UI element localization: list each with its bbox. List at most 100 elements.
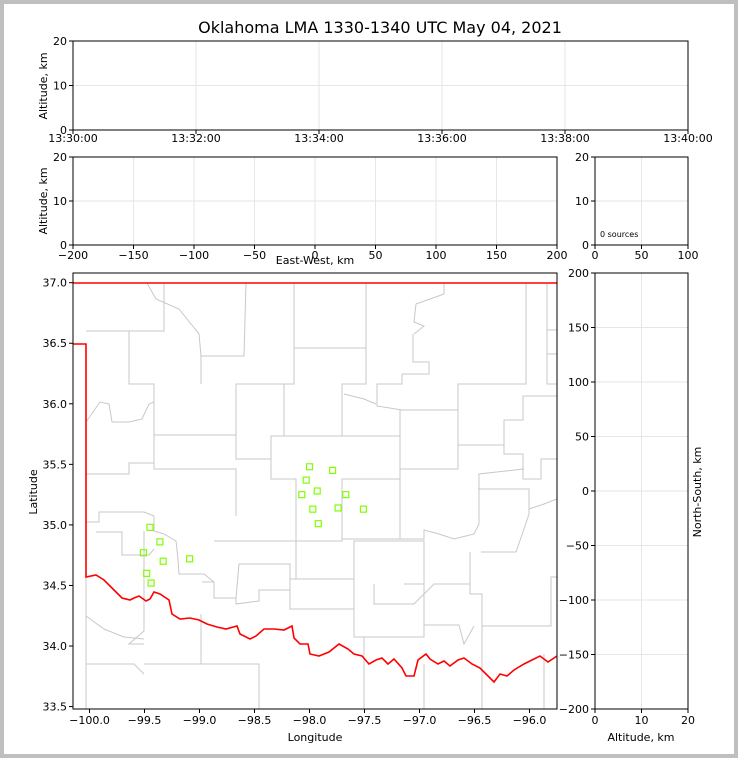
plan-view-frame (72, 272, 558, 710)
figure-canvas: Oklahoma LMA 1330-1340 UTC May 04, 2021 … (4, 4, 734, 754)
station-marker (309, 505, 317, 513)
station-marker (298, 491, 306, 499)
north-south-tick-label: 100 (568, 376, 589, 389)
histogram-panel: 0 50 100 0 10 20 0 sources (575, 151, 699, 262)
station-marker (313, 487, 321, 495)
histogram-tick-label: 0 (592, 249, 599, 262)
time-altitude-panel: 13:30:00 13:32:00 13:34:00 13:36:00 13:38:00… (37, 35, 713, 145)
latitude-tick-label: 36.0 (43, 398, 68, 411)
north-south-altitude-tick-label: 0 (592, 714, 599, 727)
north-south-altitude-tick-label: 20 (681, 714, 695, 727)
station-marker (146, 523, 154, 531)
east-west-tick-label: 0 (312, 249, 319, 262)
histogram-tick-label: 0 (582, 239, 589, 252)
east-west-ylabel: Altitude, km (37, 167, 50, 234)
station-marker (159, 557, 167, 565)
time-tick-label: 13:36:00 (417, 132, 466, 145)
east-west-xlabel: East-West, km (276, 254, 354, 267)
east-west-tick-label: −200 (58, 249, 88, 262)
station-marker (147, 579, 155, 587)
longitude-tick-label: −98.5 (238, 714, 272, 727)
time-tick-label: 13:38:00 (540, 132, 589, 145)
north-south-tick-label: −200 (559, 703, 589, 716)
longitude-tick-label: −98.0 (293, 714, 327, 727)
station-marker (359, 505, 367, 513)
north-south-ylabel: North-South, km (691, 447, 704, 538)
time-tick-label: 13:34:00 (294, 132, 343, 145)
east-west-tick-label: −150 (118, 249, 148, 262)
histogram-tick-label: 100 (678, 249, 699, 262)
latitude-tick-label: 36.5 (43, 337, 68, 350)
north-south-grid (594, 272, 689, 710)
histogram-ticks: 0 50 100 0 10 20 (575, 151, 699, 262)
station-marker (329, 466, 337, 475)
north-south-ticks: 0 10 20 −200 −150 −100 −50 0 50 100 150 200 (559, 267, 695, 727)
histogram-tick-label: 20 (575, 151, 589, 164)
longitude-label: Longitude (288, 731, 343, 744)
station-marker (314, 520, 322, 528)
north-south-tick-label: −150 (559, 649, 589, 662)
longitude-tick-label: −100.0 (69, 714, 110, 727)
station-marker (342, 491, 350, 499)
time-altitude-ticks: 13:30:00 13:32:00 13:34:00 13:36:00 13:38:00… (48, 35, 712, 145)
east-west-ticks: −200 −150 −100 −50 0 50 100 150 200 0 10 20 (53, 151, 568, 262)
altitude-north-south-panel: 0 10 20 −200 −150 −100 −50 0 50 100 150 200 North-S… (559, 267, 704, 744)
time-altitude-grid (72, 40, 689, 131)
latitude-tick-label: 37.0 (43, 277, 68, 290)
north-south-tick-label: 150 (568, 322, 589, 335)
chart-title: Oklahoma LMA 1330-1340 UTC May 04, 2021 (198, 18, 562, 37)
station-marker (334, 504, 342, 512)
latitude-tick-label: 34.0 (43, 640, 68, 653)
north-south-tick-label: −100 (559, 594, 589, 607)
station-marker (302, 476, 310, 484)
east-west-grid (72, 156, 558, 246)
oklahoma-border (73, 282, 558, 684)
time-tick-label: 13:32:00 (171, 132, 220, 145)
north-south-xlabel: Altitude, km (607, 731, 674, 744)
east-west-tick-label: −100 (179, 249, 209, 262)
histogram-tick-label: 10 (575, 195, 589, 208)
longitude-tick-label: −99.5 (128, 714, 162, 727)
histogram-tick-label: 50 (635, 249, 649, 262)
east-west-altitude-tick-label: 20 (53, 151, 67, 164)
station-markers (139, 463, 367, 587)
time-tick-label: 13:30:00 (48, 132, 97, 145)
east-west-altitude-panel: −200 −150 −100 −50 0 50 100 150 200 0 10 20 Altitud… (37, 151, 568, 267)
latitude-tick-label: 34.5 (43, 579, 68, 592)
north-south-altitude-tick-label: 10 (635, 714, 649, 727)
longitude-tick-label: −97.5 (348, 714, 382, 727)
county-lines (85, 282, 558, 709)
east-west-altitude-tick-label: 10 (53, 195, 67, 208)
station-marker (305, 463, 314, 471)
latitude-tick-label: 33.5 (43, 701, 68, 714)
station-marker (156, 538, 164, 546)
station-marker (143, 569, 151, 577)
station-marker (186, 555, 194, 563)
east-west-tick-label: 200 (547, 249, 568, 262)
altitude-tick-label: 10 (53, 80, 67, 93)
east-west-tick-label: 50 (369, 249, 383, 262)
north-south-tick-label: 50 (575, 431, 589, 444)
plan-view-panel: −100.0 −99.5 −99.0 −98.5 −98.0 −97.5 −97.0 −96.… (27, 272, 558, 744)
longitude-tick-label: −96.0 (513, 714, 547, 727)
east-west-tick-label: 150 (486, 249, 507, 262)
lma-figure: Oklahoma LMA 1330-1340 UTC May 04, 2021 … (27, 18, 713, 744)
time-tick-label: 13:40:00 (663, 132, 712, 145)
source-count-annotation: 0 sources (600, 230, 638, 239)
east-west-tick-label: −50 (243, 249, 266, 262)
longitude-tick-label: −99.0 (183, 714, 217, 727)
latitude-tick-label: 35.0 (43, 519, 68, 532)
latitude-label: Latitude (27, 469, 40, 515)
altitude-tick-label: 20 (53, 35, 67, 48)
east-west-tick-label: 100 (426, 249, 447, 262)
station-marker (139, 549, 147, 557)
east-west-altitude-tick-label: 0 (60, 239, 67, 252)
north-south-tick-label: −50 (566, 540, 589, 553)
time-altitude-ylabel: Altitude, km (37, 52, 50, 119)
north-south-tick-label: 200 (568, 267, 589, 280)
plan-view-ticks: −100.0 −99.5 −99.0 −98.5 −98.0 −97.5 −97.0 −96.… (43, 277, 547, 727)
north-south-tick-label: 0 (582, 485, 589, 498)
altitude-tick-label: 0 (60, 124, 67, 137)
latitude-tick-label: 35.5 (43, 458, 68, 471)
longitude-tick-label: −96.5 (458, 714, 492, 727)
